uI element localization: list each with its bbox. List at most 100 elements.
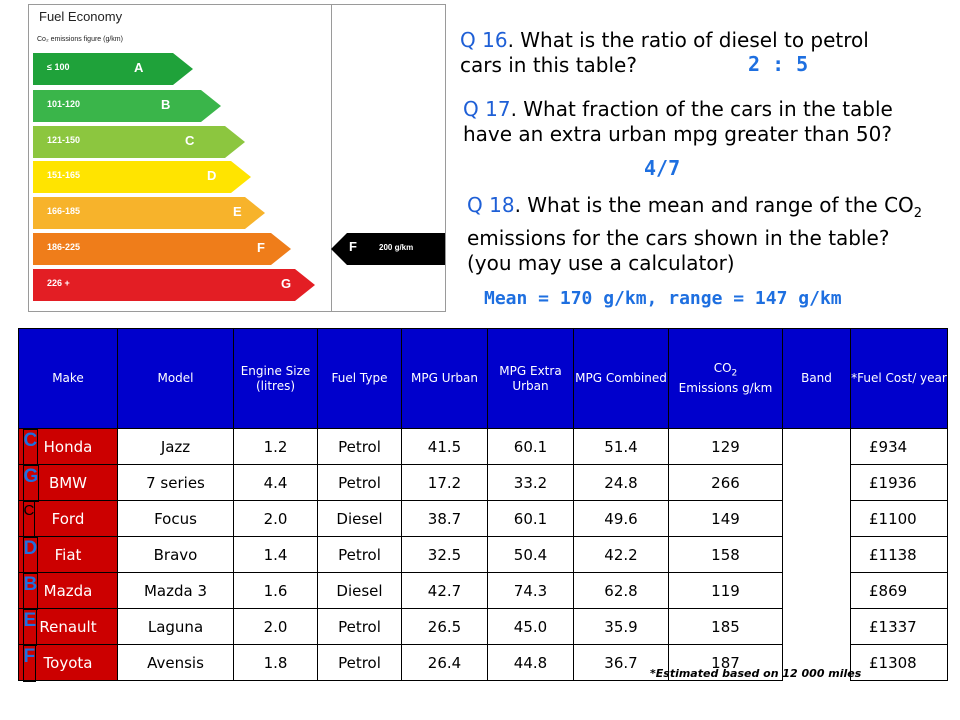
cell-co2: 187 — [668, 644, 783, 681]
question-18: Q 18. What is the mean and range of the … — [467, 193, 937, 276]
cell-co2: 158 — [668, 536, 783, 573]
cell-extra: 45.0 — [487, 608, 574, 645]
cell-extra: 44.8 — [487, 644, 574, 681]
cell-cost: £1308 — [850, 644, 948, 681]
question-number: Q 17 — [463, 97, 511, 121]
cell-engine: 1.2 — [233, 428, 318, 465]
header-cost: *Fuel Cost/ year — [850, 328, 948, 429]
label-subtitle: Co₂ emissions figure (g/km) — [37, 36, 123, 43]
cars-table: Make Model Engine Size (litres) Fuel Typ… — [18, 328, 948, 682]
cell-combined: 62.8 — [573, 572, 669, 609]
band-letter: C — [185, 133, 195, 148]
band-range: 166-185 — [47, 206, 81, 216]
subscript: 2 — [913, 206, 923, 221]
table-row: Renault Laguna 2.0 Petrol 26.5 45.0 35.9… — [18, 608, 948, 646]
band-range: 121-150 — [47, 135, 81, 145]
question-number: Q 18 — [467, 193, 515, 217]
answer-17: 4/7 — [644, 156, 681, 180]
cell-combined: 42.2 — [573, 536, 669, 573]
cell-band: D — [22, 536, 39, 574]
table-row: Fiat Bravo 1.4 Petrol 32.5 50.4 42.2 158… — [18, 536, 948, 574]
header-fuel-type: Fuel Type — [317, 328, 402, 429]
header-band: Band — [782, 328, 851, 429]
header-row: Make Model Engine Size (litres) Fuel Typ… — [18, 328, 948, 429]
question-text: . What is the mean and range of the CO — [514, 193, 914, 217]
band-letter: A — [134, 60, 144, 75]
cell-fuel: Diesel — [317, 500, 402, 537]
cell-urban: 26.4 — [401, 644, 488, 681]
fuel-economy-label: Fuel Economy Co₂ emissions figure (g/km)… — [28, 4, 446, 312]
cell-combined: 51.4 — [573, 428, 669, 465]
cell-engine: 1.8 — [233, 644, 318, 681]
label-divider — [331, 5, 332, 311]
band-letter: F — [257, 240, 265, 255]
cell-model: Laguna — [117, 608, 234, 645]
question-text: . What fraction of the cars in the table… — [463, 97, 893, 146]
cell-combined: 24.8 — [573, 464, 669, 501]
table-row: Ford Focus 2.0 Diesel 38.7 60.1 49.6 149… — [18, 500, 948, 538]
cell-fuel: Petrol — [317, 428, 402, 465]
cell-fuel: Petrol — [317, 644, 402, 681]
question-number: Q 16 — [460, 28, 508, 52]
cell-model: Focus — [117, 500, 234, 537]
band-bar-g: 226 + G — [33, 269, 315, 301]
cell-band: C — [22, 429, 39, 466]
question-16: Q 16. What is the ratio of diesel to pet… — [460, 28, 880, 78]
band-bar-b: 101-120 B — [33, 90, 221, 122]
band-bar-a: ≤ 100 A — [33, 53, 193, 85]
cell-make: Toyota — [18, 644, 118, 681]
band-bar-d: 151-165 D — [33, 161, 251, 193]
cell-combined: 36.7 — [573, 644, 669, 681]
cell-fuel: Petrol — [317, 608, 402, 645]
table-row: Mazda Mazda 3 1.6 Diesel 42.7 74.3 62.8 … — [18, 572, 948, 610]
cell-co2: 266 — [668, 464, 783, 501]
cell-combined: 49.6 — [573, 500, 669, 537]
cell-co2: 185 — [668, 608, 783, 645]
cell-cost: £934 — [850, 428, 948, 465]
cell-cost: £1100 — [850, 500, 948, 537]
table-row: Toyota Avensis 1.8 Petrol 26.4 44.8 36.7… — [18, 644, 948, 682]
cell-model: Avensis — [117, 644, 234, 681]
cell-urban: 26.5 — [401, 608, 488, 645]
cell-band: E — [22, 608, 38, 646]
cell-band: B — [22, 572, 39, 610]
cell-cost: £1138 — [850, 536, 948, 573]
band-range: ≤ 100 — [47, 62, 70, 72]
cell-co2: 149 — [668, 500, 783, 537]
cell-extra: 33.2 — [487, 464, 574, 501]
cell-band: G — [22, 464, 40, 502]
header-mpg-combined: MPG Combined — [573, 328, 669, 429]
cell-fuel: Petrol — [317, 536, 402, 573]
cell-make: Mazda — [18, 572, 118, 609]
cell-cost: £1337 — [850, 608, 948, 645]
cell-band: F — [22, 644, 37, 682]
cell-model: Jazz — [117, 428, 234, 465]
band-range: 186-225 — [47, 242, 81, 252]
cell-fuel: Diesel — [317, 572, 402, 609]
band-letter: E — [233, 204, 242, 219]
answer-16: 2 : 5 — [748, 52, 809, 76]
cell-make: Renault — [18, 608, 118, 645]
band-bar-f: 186-225 F — [33, 233, 291, 265]
cell-engine: 1.4 — [233, 536, 318, 573]
co2-units: Emissions g/km — [678, 381, 773, 396]
cell-extra: 50.4 — [487, 536, 574, 573]
rating-letter: F — [349, 239, 357, 254]
rating-value: 200 g/km — [379, 243, 414, 252]
header-mpg-extra: MPG Extra Urban — [487, 328, 574, 429]
cell-extra: 74.3 — [487, 572, 574, 609]
cell-urban: 42.7 — [401, 572, 488, 609]
table-row: BMW 7 series 4.4 Petrol 17.2 33.2 24.8 2… — [18, 464, 948, 502]
cell-engine: 1.6 — [233, 572, 318, 609]
cell-co2: 129 — [668, 428, 783, 465]
band-letter: D — [207, 168, 217, 183]
cell-cost: £1936 — [850, 464, 948, 501]
cell-make: Fiat — [18, 536, 118, 573]
cell-engine: 4.4 — [233, 464, 318, 501]
cell-fuel: Petrol — [317, 464, 402, 501]
cell-combined: 35.9 — [573, 608, 669, 645]
cell-extra: 60.1 — [487, 428, 574, 465]
label-title: Fuel Economy — [39, 9, 123, 24]
cell-model: Mazda 3 — [117, 572, 234, 609]
question-17: Q 17. What fraction of the cars in the t… — [463, 97, 923, 147]
